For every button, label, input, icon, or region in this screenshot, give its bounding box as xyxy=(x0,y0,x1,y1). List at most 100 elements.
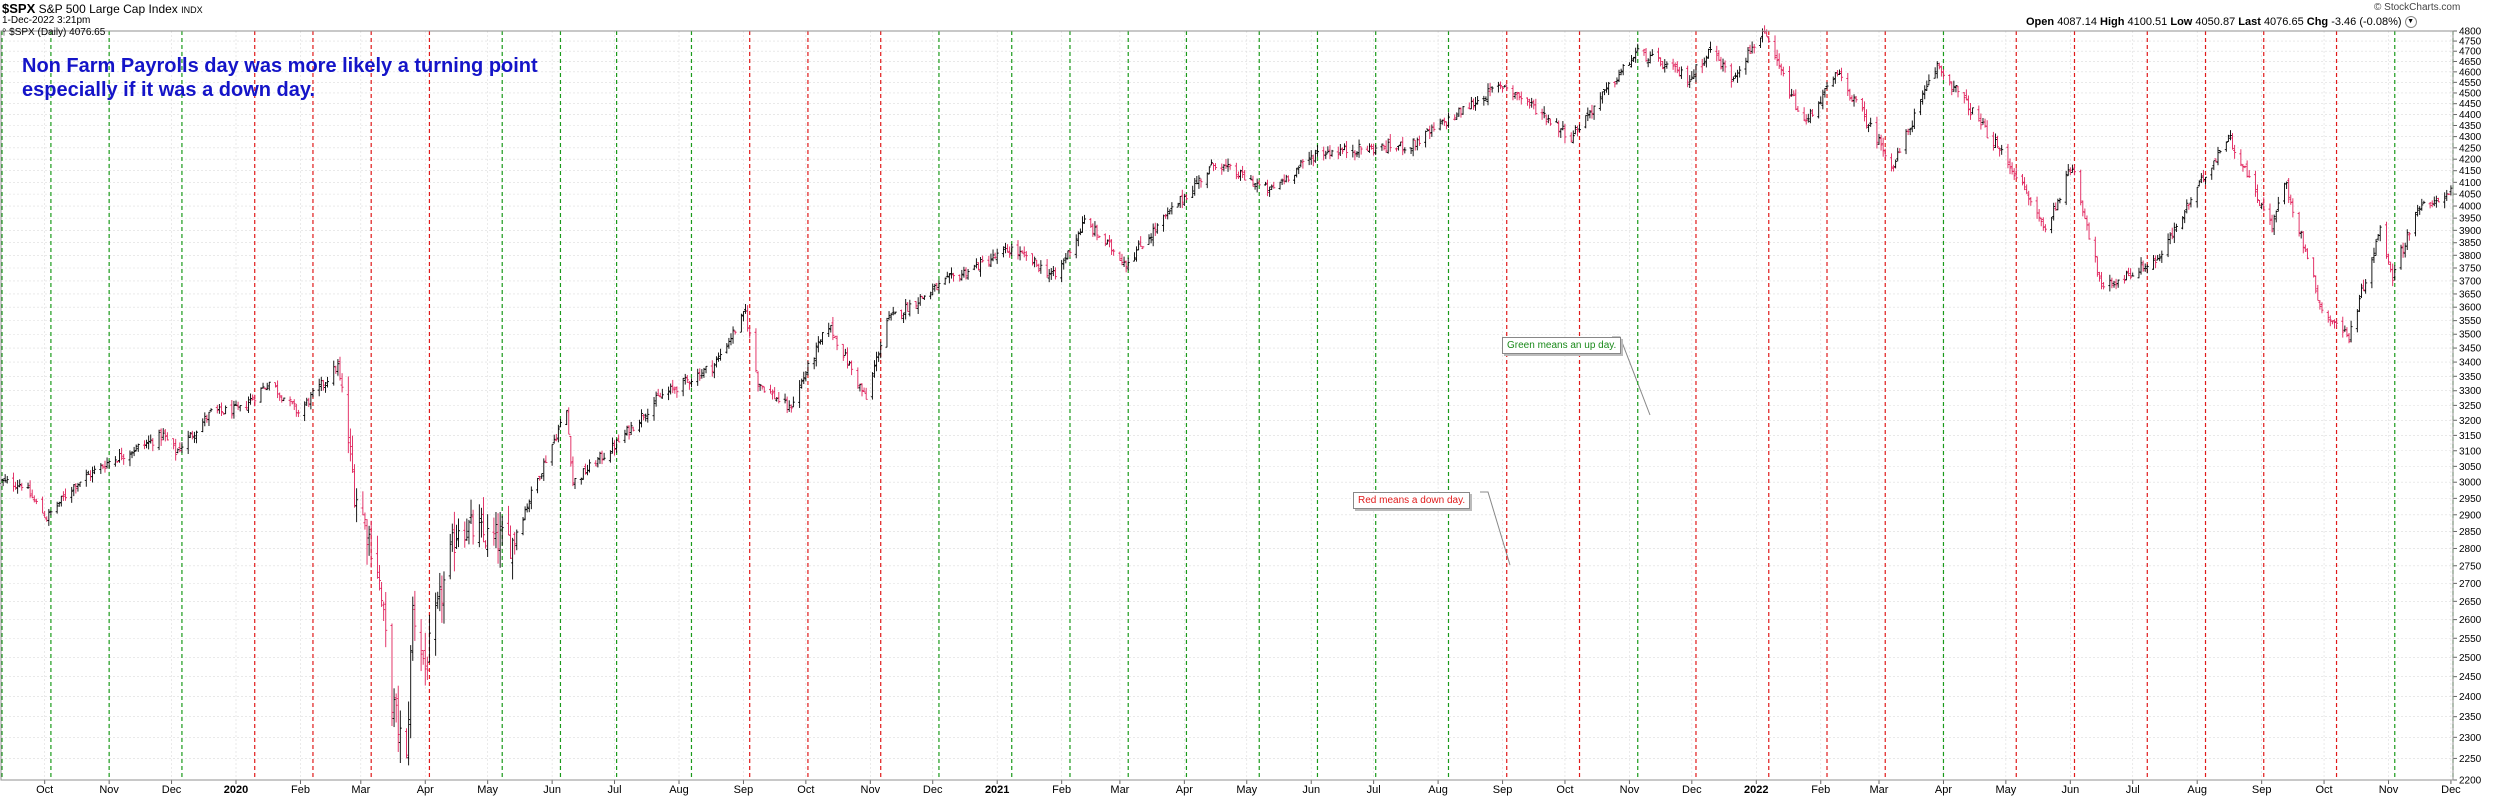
ohlc-bar xyxy=(157,429,161,451)
ohlc-bar xyxy=(787,400,791,412)
ohlc-bar xyxy=(143,440,147,450)
ohlc-bar xyxy=(338,356,342,381)
ohlc-bar xyxy=(2158,253,2162,262)
ohlc-bar xyxy=(1715,45,1719,62)
ohlc-bar xyxy=(862,387,866,393)
ohlc-bar xyxy=(2037,209,2041,222)
ohlc-bar xyxy=(1266,179,1270,197)
ohlc-bar xyxy=(1284,174,1288,183)
ohlc-bar xyxy=(746,305,750,332)
symbol: $SPX xyxy=(2,1,36,16)
ohlc-bar xyxy=(63,488,67,501)
ohlc-bar xyxy=(1833,72,1837,84)
ohlc-bar xyxy=(76,483,80,492)
ohlc-bar xyxy=(41,496,45,514)
ohlc-bar xyxy=(2391,263,2395,287)
ohlc-bar xyxy=(2445,189,2449,201)
ohlc-bar xyxy=(136,443,140,452)
ohlc-bar xyxy=(47,508,51,526)
ohlc-bar xyxy=(567,407,571,435)
ohlc-bar xyxy=(860,383,864,397)
ohlc-bar xyxy=(2305,248,2309,260)
ohlc-bar xyxy=(334,365,338,374)
ohlc-bar xyxy=(2268,203,2272,226)
ohlc-bar xyxy=(178,442,182,453)
ohlc-bar xyxy=(585,464,589,476)
ohlc-bar xyxy=(1286,175,1290,183)
ohlc-bar xyxy=(2241,164,2245,172)
ohlc-bar xyxy=(945,271,949,278)
ohlc-bar xyxy=(1272,181,1276,189)
ohlc-bar xyxy=(1663,59,1667,73)
x-tick-label: May xyxy=(1236,784,1257,796)
x-tick-label: Nov xyxy=(2379,784,2399,796)
ohlc-bar xyxy=(820,332,824,345)
ohlc-bar xyxy=(2029,197,2033,206)
ohlc-bar xyxy=(1854,96,1858,103)
y-tick-label: 3250 xyxy=(2459,401,2482,412)
ohlc-bar xyxy=(2124,270,2128,281)
y-tick-label: 2550 xyxy=(2459,634,2482,645)
ohlc-bar xyxy=(1184,193,1188,201)
ohlc-bar xyxy=(2443,192,2447,209)
y-tick-label: 4050 xyxy=(2459,190,2482,201)
ohlc-bar xyxy=(704,365,708,374)
y-tick-label: 2800 xyxy=(2459,544,2482,555)
ohlc-bar xyxy=(2216,146,2220,166)
ohlc-bar xyxy=(1619,68,1623,76)
ohlc-bar xyxy=(816,336,820,353)
ohlc-bar xyxy=(1315,145,1319,157)
ohlc-bar xyxy=(1440,119,1444,125)
ohlc-bar xyxy=(1080,216,1084,233)
ohlc-bar xyxy=(1168,209,1172,215)
ohlc-bar xyxy=(2108,274,2112,292)
ohlc-bar xyxy=(748,327,752,339)
quote-summary: Open 4087.14 High 4100.51 Low 4050.87 La… xyxy=(2026,16,2417,29)
ohlc-bar xyxy=(1991,131,1995,151)
ohlc-bar xyxy=(134,444,138,452)
ohlc-bar xyxy=(151,438,155,452)
ohlc-bar xyxy=(1615,77,1619,85)
ohlc-bar xyxy=(1255,178,1259,193)
ohlc-bar xyxy=(278,392,282,401)
y-tick-label: 4750 xyxy=(2459,37,2482,48)
ohlc-bar xyxy=(1394,147,1398,152)
ohlc-bar xyxy=(2399,244,2403,270)
ohlc-bar xyxy=(120,447,124,461)
ohlc-bar xyxy=(1180,189,1184,209)
ohlc-bar xyxy=(1359,146,1363,155)
ohlc-bar xyxy=(972,264,976,271)
ohlc-bar xyxy=(1557,120,1561,138)
dropdown-icon[interactable]: ▼ xyxy=(2404,16,2417,29)
ohlc-bar xyxy=(1182,193,1186,206)
ohlc-bar xyxy=(413,590,417,641)
ohlc-bar xyxy=(1948,74,1952,86)
ohlc-bar xyxy=(1141,246,1145,250)
ohlc-bar xyxy=(2436,197,2440,203)
ohlc-bar xyxy=(1149,233,1153,244)
ohlc-bar xyxy=(669,383,673,395)
ohlc-bar xyxy=(1721,58,1725,72)
ohlc-bar xyxy=(660,388,664,399)
ohlc-bar xyxy=(1226,158,1230,172)
ohlc-bar xyxy=(696,368,700,386)
ohlc-bar xyxy=(282,397,286,402)
ohlc-bar xyxy=(159,428,163,446)
ohlc-bar xyxy=(1243,170,1247,181)
ohlc-bar xyxy=(1051,266,1055,277)
ohlc-bar xyxy=(1207,166,1211,175)
ohlc-bar xyxy=(1353,150,1357,161)
ohlc-bar xyxy=(1555,118,1559,123)
ohlc-bar xyxy=(1164,213,1168,219)
ohlc-bar xyxy=(588,459,592,473)
ohlc-bar xyxy=(2345,327,2349,338)
ohlc-bar xyxy=(2095,256,2099,277)
ohlc-bar xyxy=(2378,225,2382,242)
ohlc-bar xyxy=(602,452,606,461)
ohlc-bar xyxy=(658,392,662,398)
ohlc-bar xyxy=(2384,221,2388,259)
ohlc-bar xyxy=(1490,86,1494,93)
ohlc-bar xyxy=(1093,221,1097,237)
ohlc-bar xyxy=(1282,174,1286,185)
ohlc-bar xyxy=(814,342,818,367)
